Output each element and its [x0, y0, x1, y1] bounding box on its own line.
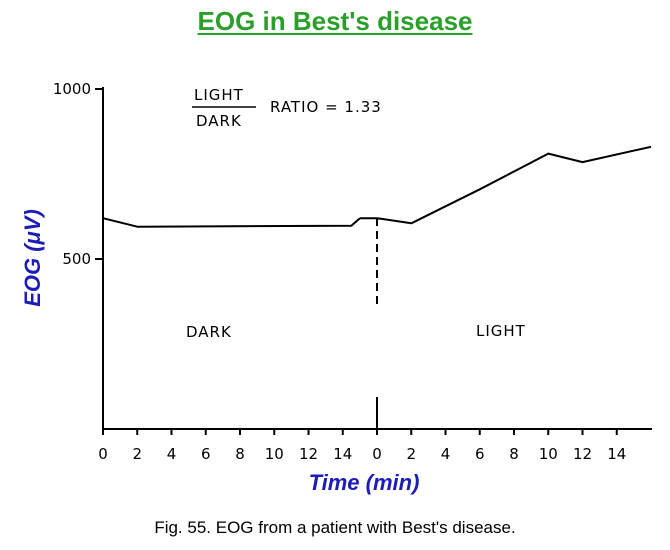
y-tick-label: 1000 [53, 80, 91, 98]
x-tick-label: 0 [98, 445, 108, 463]
chart-title: EOG in Best's disease [197, 6, 473, 36]
x-tick-label: 6 [475, 445, 485, 463]
x-axis-title: Time (min) [309, 470, 420, 495]
x-tick-label: 14 [333, 445, 352, 463]
x-tick-label: 8 [235, 445, 245, 463]
ratio-numerator: LIGHT [194, 86, 244, 104]
chart-axes [95, 87, 652, 430]
ratio-denominator: DARK [196, 112, 242, 130]
x-tick-label: 10 [265, 445, 284, 463]
ratio-value: RATIO = 1.33 [270, 98, 382, 116]
y-tick-labels: 500 1000 [53, 80, 91, 268]
eog-line-light [376, 145, 652, 225]
x-tick-label: 8 [509, 445, 519, 463]
y-tick-label: 500 [62, 250, 91, 268]
x-tick-label: 2 [406, 445, 416, 463]
x-tick-label: 12 [573, 445, 592, 463]
eog-chart: 500 1000 0 2 4 6 8 10 12 14 0 2 4 6 8 10 12 14 LIGHT DAR… [20, 80, 652, 495]
eog-line-dark [102, 217, 361, 228]
x-tick-label: 10 [539, 445, 558, 463]
x-tick-label: 4 [167, 445, 177, 463]
phase-label-light: LIGHT [476, 322, 526, 340]
x-tick-label: 2 [132, 445, 142, 463]
figure-caption: Fig. 55. EOG from a patient with Best's … [154, 518, 516, 537]
x-tick-label: 14 [607, 445, 626, 463]
x-tick-label: 6 [201, 445, 211, 463]
x-tick-label: 4 [441, 445, 451, 463]
phase-label-dark: DARK [186, 323, 232, 341]
y-axis-title: EOG (μV) [20, 209, 45, 307]
x-tick-label: 12 [299, 445, 318, 463]
x-tick-label: 0 [372, 445, 382, 463]
eog-series [102, 145, 652, 228]
x-tick-labels: 0 2 4 6 8 10 12 14 0 2 4 6 8 10 12 14 [98, 445, 626, 463]
x-ticks [102, 429, 618, 435]
